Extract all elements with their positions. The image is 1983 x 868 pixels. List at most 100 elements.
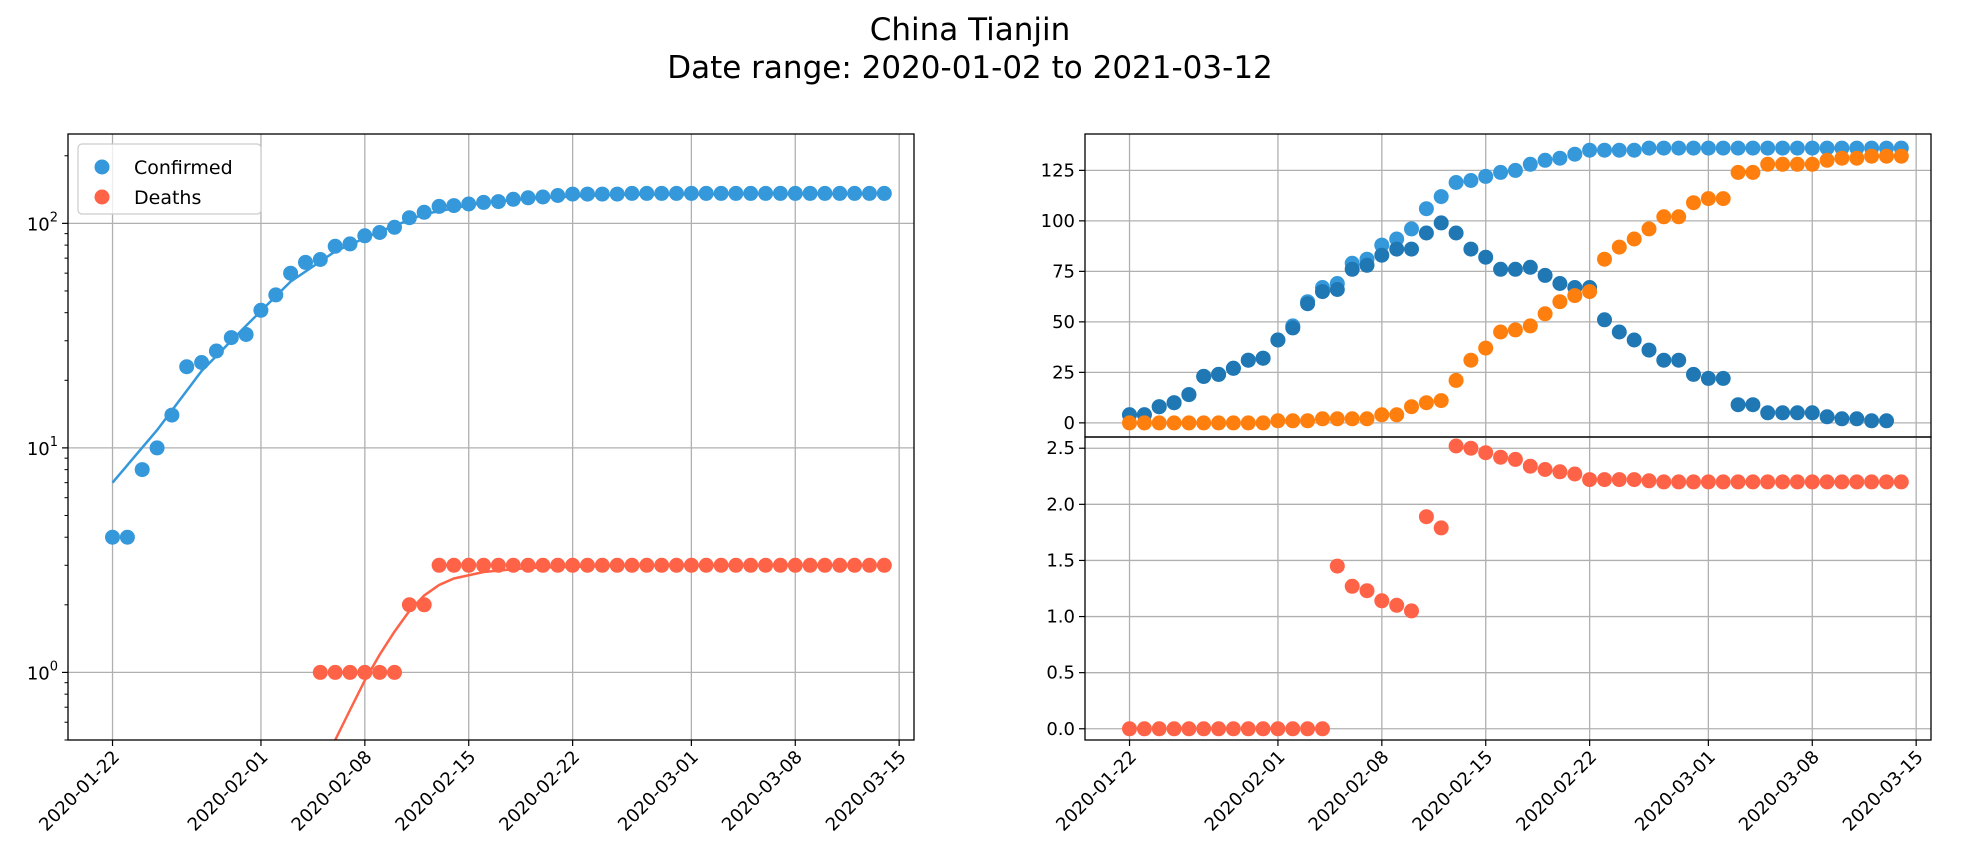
data-point (1240, 415, 1256, 431)
data-point (1611, 472, 1627, 488)
data-point (149, 440, 165, 456)
x-tick-label: 2020-02-08 (1305, 747, 1394, 836)
data-point (1537, 306, 1553, 322)
data-point (1879, 413, 1894, 429)
data-point (1448, 225, 1464, 241)
x-tick-label: 2020-03-15 (1839, 747, 1928, 836)
data-point (550, 188, 566, 203)
axes-frame (1084, 133, 1932, 438)
data-point (1582, 142, 1598, 158)
data-point (1567, 146, 1583, 162)
data-point (1300, 721, 1316, 737)
fit-line (111, 192, 870, 484)
data-point (1225, 415, 1241, 431)
x-tick-label: 2020-03-15 (822, 747, 911, 836)
data-point (1315, 411, 1330, 427)
data-point (1463, 440, 1479, 456)
data-point (1507, 162, 1523, 178)
x-tick-label: 2020-03-01 (1631, 747, 1720, 836)
y-tick-label: 0.5 (1046, 663, 1075, 684)
data-point (1181, 415, 1197, 431)
data-point (1359, 257, 1375, 273)
data-point (1270, 332, 1286, 348)
data-point (164, 407, 180, 423)
data-point (1730, 140, 1746, 156)
data-point (1122, 721, 1137, 737)
data-point (1686, 195, 1701, 211)
data-point (1745, 474, 1761, 490)
data-point (1715, 191, 1731, 207)
data-point (1507, 261, 1523, 277)
data-point (1626, 472, 1642, 488)
data-point (1493, 261, 1509, 277)
data-point (1730, 397, 1746, 413)
data-point (1329, 411, 1345, 427)
y-tick-label: 100 (27, 659, 58, 684)
y-tick-label: 125 (1041, 160, 1075, 181)
y-tick-label: 50 (1052, 312, 1075, 333)
data-point (1715, 474, 1731, 490)
data-point (1285, 721, 1301, 737)
data-point (1151, 721, 1167, 737)
data-point (1196, 721, 1212, 737)
data-point (1730, 164, 1746, 180)
data-point (1582, 284, 1598, 300)
data-point (1166, 395, 1182, 411)
data-point (1656, 209, 1672, 225)
data-point (431, 557, 447, 573)
x-tick-label: 2020-03-08 (718, 747, 807, 836)
data-point (1641, 140, 1657, 156)
data-point (446, 557, 462, 573)
data-point (1671, 474, 1687, 490)
data-point (1359, 583, 1375, 599)
data-point (1567, 466, 1583, 482)
data-point (1448, 175, 1464, 190)
data-point (1196, 415, 1212, 431)
data-point (1819, 474, 1835, 490)
y-tick-label: 1.5 (1046, 550, 1075, 571)
data-point (1641, 221, 1657, 237)
data-point (1611, 324, 1627, 340)
data-point (1715, 370, 1731, 386)
data-point (134, 462, 150, 478)
data-point (1700, 474, 1716, 490)
data-point (1626, 231, 1642, 247)
data-point (1789, 140, 1805, 156)
legend-label: Deaths (134, 187, 201, 209)
y-tick-label: 0.0 (1046, 719, 1075, 740)
figure-title-line1: China Tianjin (870, 12, 1071, 48)
data-point (1789, 156, 1805, 172)
y-tick-label: 102 (27, 210, 58, 235)
data-point (1789, 405, 1805, 421)
data-point (1582, 472, 1598, 488)
data-point (1834, 150, 1850, 166)
data-point (1789, 474, 1805, 490)
data-point (1671, 352, 1687, 368)
data-point (580, 557, 595, 573)
data-point (1507, 322, 1523, 338)
data-point (1225, 360, 1241, 376)
legend-marker (94, 189, 110, 205)
data-point (1700, 140, 1716, 156)
data-point (1166, 415, 1182, 431)
data-point (1315, 721, 1330, 737)
data-point (223, 330, 239, 346)
data-point (1329, 282, 1345, 297)
data-point (1775, 405, 1791, 421)
data-point (1151, 415, 1167, 431)
data-point (1255, 721, 1271, 737)
x-tick-label: 2020-02-08 (288, 747, 377, 836)
data-point (1879, 148, 1894, 164)
data-point (1166, 721, 1182, 737)
data-point (1686, 140, 1701, 156)
data-point (1374, 407, 1390, 423)
data-point (238, 327, 254, 342)
data-point (1552, 276, 1568, 291)
data-point (1522, 458, 1538, 474)
data-point (1404, 221, 1419, 237)
data-point (1433, 393, 1449, 409)
data-point (1404, 399, 1419, 415)
data-point (1389, 597, 1405, 613)
